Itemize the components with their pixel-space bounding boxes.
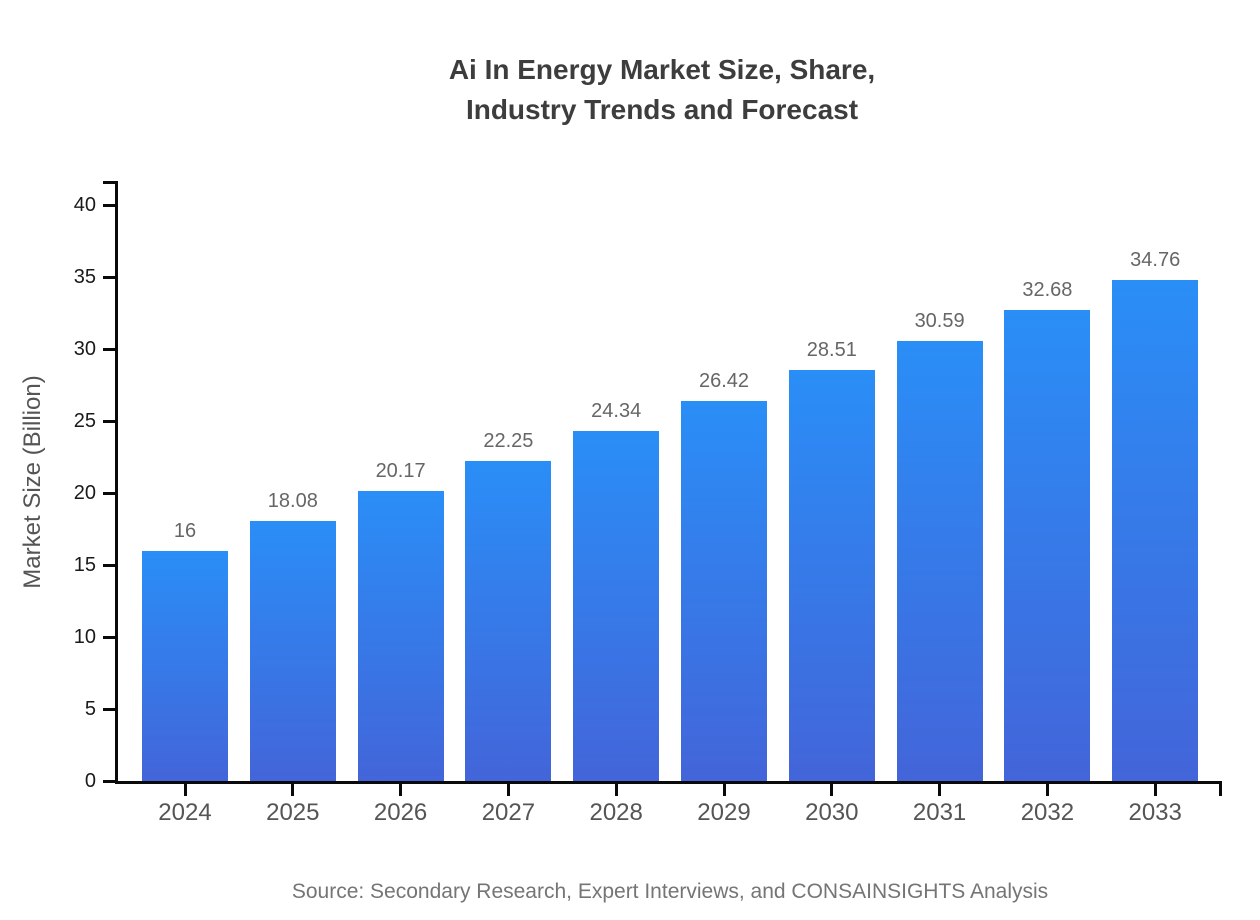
x-tick <box>399 781 403 796</box>
bar-2032 <box>1004 310 1091 781</box>
y-tick-label: 10 <box>73 626 96 648</box>
y-tick-label: 0 <box>84 770 96 792</box>
bar-value-label: 16 <box>173 519 197 542</box>
x-tick <box>506 781 510 796</box>
chart-title-line2: Industry Trends and Forecast <box>465 94 859 125</box>
y-tick <box>103 347 115 351</box>
bar-value-label: 22.25 <box>483 429 534 452</box>
y-tick <box>103 419 115 423</box>
y-axis-end-tick <box>103 181 115 184</box>
x-tick-label: 2025 <box>266 799 320 826</box>
bar-2027 <box>465 460 552 781</box>
y-axis-title: Market Size (Billion) <box>19 375 46 589</box>
bar-2030 <box>788 370 875 781</box>
y-tick <box>103 563 115 567</box>
bar-2028 <box>573 430 660 781</box>
bar-value-label: 28.51 <box>806 339 857 362</box>
bar-2026 <box>357 490 444 781</box>
y-tick-label: 15 <box>73 554 96 576</box>
x-tick-label: 2031 <box>912 799 967 826</box>
y-tick <box>103 203 115 207</box>
y-tick-label: 35 <box>73 266 96 288</box>
y-tick-label: 25 <box>73 410 96 432</box>
x-tick <box>183 781 187 796</box>
source-attribution: Source: Secondary Research, Expert Inter… <box>291 880 1049 903</box>
y-tick-label: 5 <box>84 698 96 720</box>
y-tick <box>103 491 115 495</box>
x-tick-label: 2029 <box>697 799 751 826</box>
bar-value-label: 26.42 <box>698 369 750 392</box>
y-tick-label: 30 <box>73 338 96 360</box>
plot-area: 0 5 10 15 20 25 30 35 40 16 2024 18.08 2025 20.17 2026… <box>74 181 1222 826</box>
bar-value-label: 30.59 <box>914 309 965 332</box>
x-tick-label: 2027 <box>481 799 536 826</box>
y-tick <box>103 635 115 639</box>
x-tick <box>1153 781 1157 796</box>
bar-2029 <box>681 400 767 781</box>
y-tick <box>103 275 115 279</box>
y-tick <box>103 707 115 711</box>
x-tick-label: 2033 <box>1128 799 1182 826</box>
x-tick <box>291 781 295 796</box>
x-axis-end-tick <box>1219 781 1222 796</box>
y-tick-label: 40 <box>73 194 96 216</box>
x-tick <box>1045 781 1049 796</box>
bar-value-label: 24.34 <box>591 399 642 422</box>
bar-value-label: 18.08 <box>267 489 318 512</box>
bar-value-label: 20.17 <box>375 459 426 482</box>
bar-value-label: 34.76 <box>1130 249 1181 272</box>
chart-title: Ai In Energy Market Size, Share, Industr… <box>32 50 1260 130</box>
bar-2033 <box>1112 280 1199 781</box>
bar-value-label: 32.68 <box>1022 279 1073 302</box>
x-tick <box>938 781 942 796</box>
y-tick-label: 20 <box>73 482 96 504</box>
bar-2025 <box>249 520 336 781</box>
x-tick <box>722 781 726 796</box>
y-tick <box>103 779 115 783</box>
x-tick <box>830 781 834 796</box>
bar-2031 <box>896 340 983 781</box>
x-tick-label: 2032 <box>1020 799 1075 826</box>
bar-2024 <box>142 550 228 781</box>
x-tick-label: 2028 <box>589 799 643 826</box>
x-tick-label: 2024 <box>158 799 212 826</box>
x-tick-label: 2026 <box>373 799 428 826</box>
chart-title-line1: Ai In Energy Market Size, Share, <box>448 54 876 85</box>
x-tick <box>614 781 618 796</box>
x-tick-label: 2030 <box>805 799 859 826</box>
